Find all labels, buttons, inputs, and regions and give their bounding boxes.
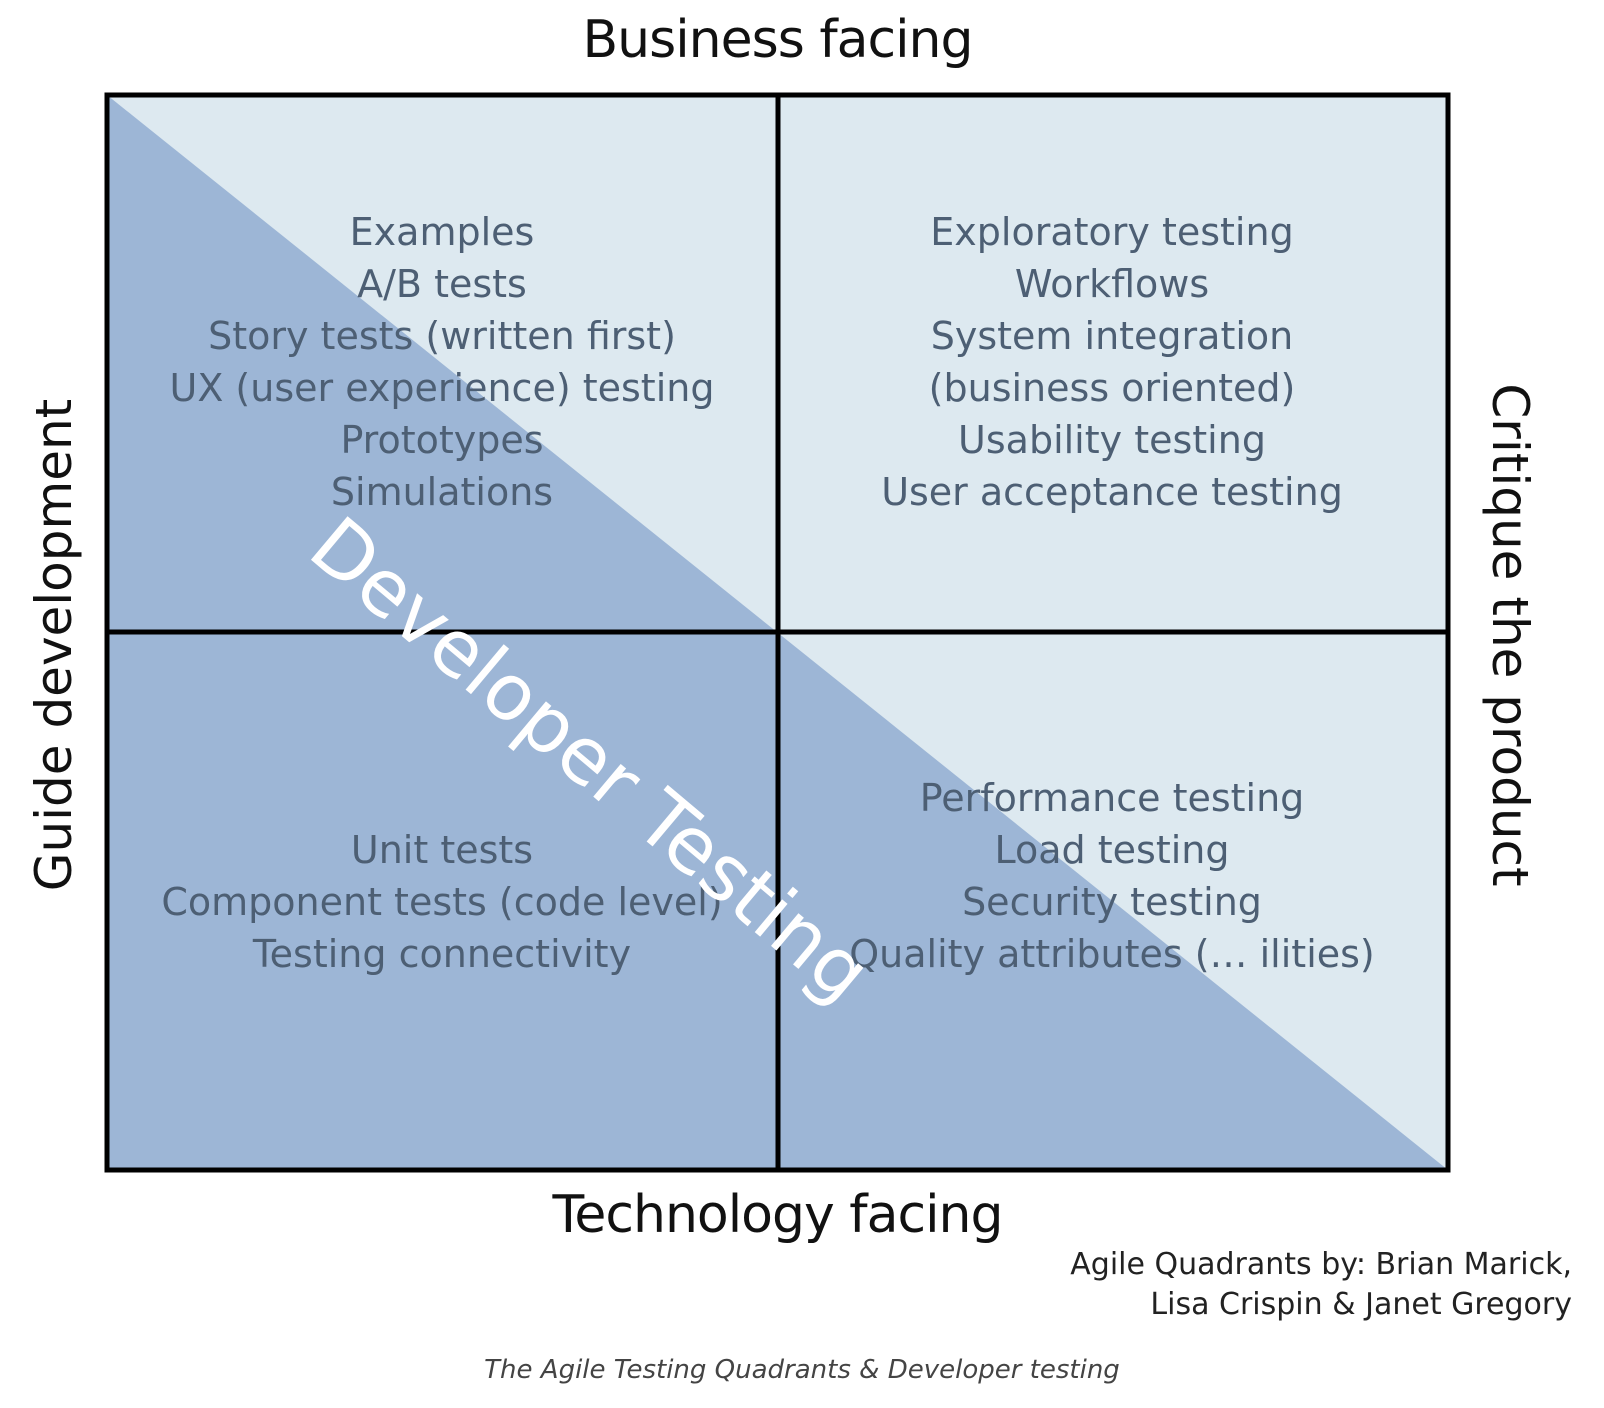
quadrant-item: User acceptance testing [881, 470, 1343, 514]
axis-label-critique-product: Critique the product [1481, 383, 1539, 887]
quadrant-item: A/B tests [357, 262, 527, 306]
attribution-line-2: Lisa Crispin & Janet Gregory [1150, 1287, 1572, 1322]
axis-label-guide-development: Guide development [25, 398, 83, 892]
quadrant-item: Load testing [994, 828, 1230, 872]
quadrant-bottom-left: Unit tests Component tests (code level) … [122, 824, 762, 980]
attribution: Agile Quadrants by: Brian Marick, Lisa C… [1070, 1245, 1572, 1325]
quadrant-top-left: Examples A/B tests Story tests (written … [122, 206, 762, 518]
quadrant-item: Component tests (code level) [161, 880, 723, 924]
quadrant-item: UX (user experience) testing [169, 366, 715, 410]
quadrant-item: Story tests (written first) [208, 314, 676, 358]
quadrant-item: Quality attributes (… ilities) [849, 932, 1375, 976]
quadrant-item: Workflows [1014, 262, 1210, 306]
quadrant-item: Exploratory testing [930, 210, 1294, 254]
quadrant-bottom-right: Performance testing Load testing Securit… [792, 772, 1432, 980]
quadrant-item: Unit tests [350, 828, 534, 872]
quadrant-item: System integration [930, 314, 1294, 358]
quadrant-item: (business oriented) [928, 366, 1296, 410]
axis-label-technology-facing: Technology facing [552, 1185, 1004, 1245]
quadrant-item: Prototypes [340, 418, 544, 462]
quadrant-item: Examples [349, 210, 535, 254]
figure-caption: The Agile Testing Quadrants & Developer … [484, 1355, 1120, 1385]
quadrant-item: Testing connectivity [252, 932, 632, 976]
quadrant-item: Security testing [962, 880, 1262, 924]
quadrant-item: Performance testing [919, 776, 1305, 820]
axis-label-business-facing: Business facing [582, 10, 973, 70]
quadrant-item: Usability testing [958, 418, 1266, 462]
quadrant-top-right: Exploratory testing Workflows System int… [792, 206, 1432, 518]
attribution-line-1: Agile Quadrants by: Brian Marick, [1070, 1247, 1572, 1282]
quadrant-item: Simulations [330, 470, 554, 514]
grid-border [104, 92, 1451, 1173]
